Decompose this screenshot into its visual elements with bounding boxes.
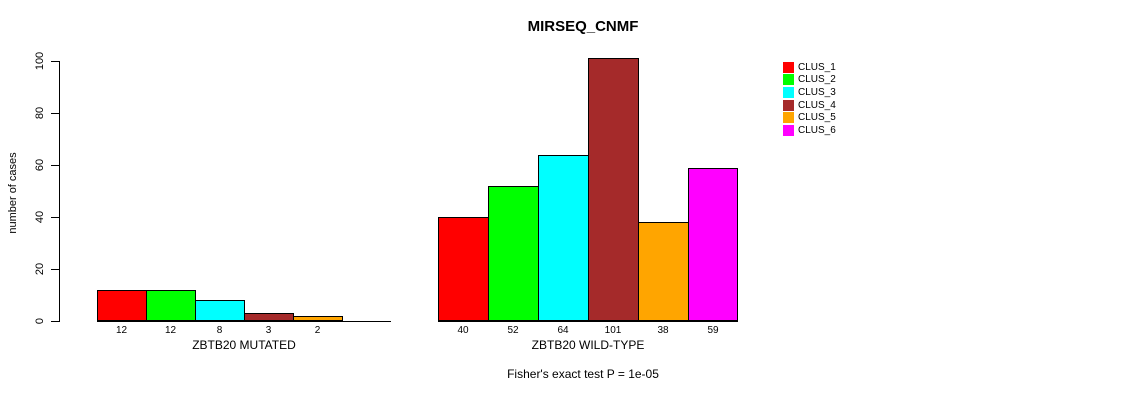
legend-color-swatch <box>783 86 794 98</box>
footnote-text: Fisher's exact test P = 1e-05 <box>507 367 659 381</box>
bar-clus_5 <box>293 316 343 321</box>
chart-title: MIRSEQ_CNMF <box>527 18 639 35</box>
bar-value-label: 12 <box>164 325 177 336</box>
legend-label: CLUS_1 <box>798 61 836 73</box>
bar-value-label: 38 <box>657 325 669 336</box>
legend-label: CLUS_2 <box>798 74 836 86</box>
y-axis-tick-label: 60 <box>34 158 46 172</box>
bar-clus_2 <box>488 186 539 321</box>
y-axis-tick <box>51 61 59 62</box>
y-axis-line <box>59 61 60 322</box>
legend-item: CLUS_5 <box>783 111 836 124</box>
bar-clus_1 <box>438 217 489 321</box>
legend-color-swatch <box>783 112 794 124</box>
bar-value-label: 3 <box>265 325 272 336</box>
legend-color-swatch <box>783 124 794 136</box>
legend-color-swatch <box>783 61 794 73</box>
legend-label: CLUS_6 <box>798 124 836 136</box>
bar-group <box>97 52 391 322</box>
bar-clus_1 <box>97 290 147 321</box>
legend-color-swatch <box>783 99 794 111</box>
bar-clus_4 <box>588 58 639 321</box>
bar-value-label: 52 <box>507 325 519 336</box>
y-axis-tick-label: 40 <box>34 210 46 224</box>
y-axis-tick-label: 20 <box>34 262 46 276</box>
y-axis-tick <box>51 269 59 270</box>
bar-clus_6 <box>688 168 738 321</box>
bar-clus_3 <box>538 155 589 321</box>
y-axis-tick-label: 0 <box>34 317 46 325</box>
legend-color-swatch <box>783 74 794 86</box>
legend-item: CLUS_1 <box>783 61 836 74</box>
bar-value-label: 64 <box>557 325 569 336</box>
legend-label: CLUS_5 <box>798 112 836 124</box>
x-axis-group-label: ZBTB20 MUTATED <box>192 338 296 352</box>
legend-label: CLUS_3 <box>798 86 836 98</box>
y-axis-tick <box>51 113 59 114</box>
y-axis-tick <box>51 217 59 218</box>
bar-clus_5 <box>638 222 689 321</box>
legend-item: CLUS_3 <box>783 86 836 99</box>
bar-clus_3 <box>195 300 245 321</box>
bar-value-label: 59 <box>707 325 719 336</box>
y-axis-tick <box>51 165 59 166</box>
legend: CLUS_1 CLUS_2 CLUS_3 CLUS_4 CLUS_5 CLUS_6 <box>783 61 836 137</box>
bar-value-label: 8 <box>216 325 223 336</box>
legend-label: CLUS_4 <box>798 99 836 111</box>
legend-item: CLUS_4 <box>783 99 836 112</box>
bar-value-labels: 12 12 8 3 2 <box>97 325 391 336</box>
y-axis-tick-label: 80 <box>34 106 46 120</box>
bar-value-label <box>342 325 391 336</box>
bar-value-label: 2 <box>314 325 321 336</box>
y-axis-label: number of cases <box>7 152 19 234</box>
bar-clus_4 <box>244 313 294 321</box>
bar-value-label: 12 <box>115 325 128 336</box>
bar-value-labels: 40 52 64 101 38 59 <box>438 325 738 336</box>
y-axis-tick <box>51 321 59 322</box>
x-axis-group-label: ZBTB20 WILD-TYPE <box>531 338 645 352</box>
y-axis-tick-label: 100 <box>34 51 46 71</box>
legend-item: CLUS_2 <box>783 74 836 87</box>
bar-value-label: 101 <box>604 325 622 336</box>
bar-group <box>438 52 738 322</box>
bar-value-label: 40 <box>457 325 469 336</box>
bar-clus_2 <box>146 290 196 321</box>
legend-item: CLUS_6 <box>783 124 836 137</box>
